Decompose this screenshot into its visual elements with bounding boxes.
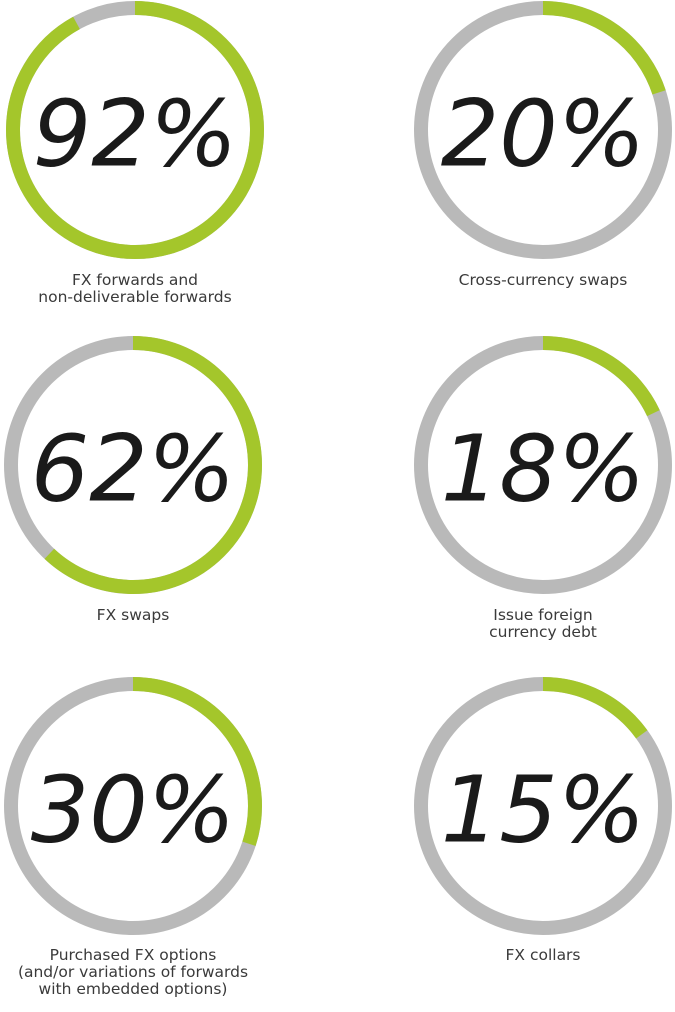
donut-arc xyxy=(414,1,672,259)
value-label: 15% xyxy=(441,757,645,864)
value-label: 62% xyxy=(31,416,235,523)
caption: FX collars xyxy=(505,946,580,964)
donut-arc xyxy=(4,677,262,935)
value-label: 20% xyxy=(441,81,645,188)
caption: Purchased FX options xyxy=(50,946,217,964)
caption: non-deliverable forwards xyxy=(38,288,231,306)
caption: FX forwards and xyxy=(72,271,198,289)
value-label: 18% xyxy=(441,416,645,523)
donut-arc xyxy=(6,1,264,259)
value-label: 92% xyxy=(33,81,237,188)
caption: FX swaps xyxy=(97,606,170,624)
donut-arc xyxy=(414,677,672,935)
value-label: 30% xyxy=(31,757,235,864)
caption: currency debt xyxy=(489,623,597,641)
caption: (and/or variations of forwards xyxy=(18,963,248,981)
donut-arc xyxy=(414,336,672,594)
caption: Issue foreign xyxy=(493,606,593,624)
caption: Cross-currency swaps xyxy=(459,271,628,289)
donut-arc xyxy=(4,336,262,594)
caption: with embedded options) xyxy=(39,980,228,998)
